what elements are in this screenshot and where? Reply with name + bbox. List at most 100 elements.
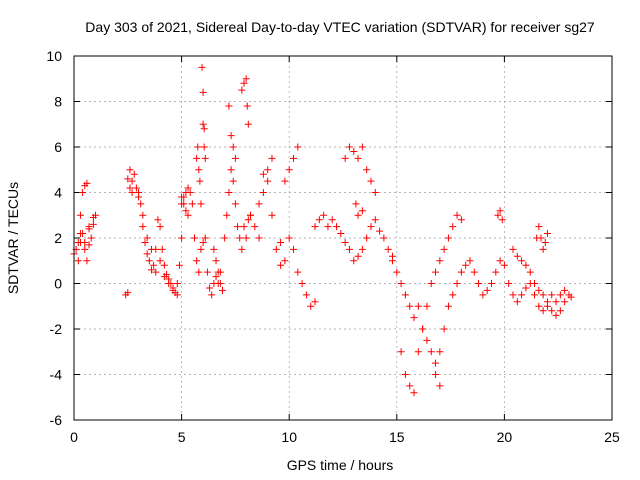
y-tick-label: -2 [50,321,63,337]
data-point [277,261,285,269]
data-point [210,245,218,253]
data-point [193,154,201,162]
data-point [268,154,276,162]
chart-title: Day 303 of 2021, Sidereal Day-to-day VTE… [85,19,595,35]
data-point [199,120,207,128]
data-point [89,220,97,228]
data-point [238,245,246,253]
data-point [76,229,84,237]
data-point [337,229,345,237]
data-point [406,302,414,310]
plot-frame [73,55,613,421]
data-point [158,245,166,253]
data-point [225,189,233,196]
data-point [436,257,444,265]
data-point [328,216,336,224]
data-point [132,184,140,192]
data-point [376,227,384,235]
data-point [156,257,164,265]
data-point [531,280,539,287]
data-point [492,268,500,276]
data-point [457,268,465,276]
data-point [195,166,203,174]
data-point [363,234,371,242]
data-point [281,257,289,265]
data-point [496,207,504,215]
data-point [154,216,162,224]
data-point [541,239,549,247]
data-point [285,234,293,242]
data-point [197,245,205,253]
data-point [139,211,147,219]
data-point [290,154,298,162]
data-point [397,348,405,356]
data-point [539,291,547,299]
data-point [255,200,263,208]
data-point [259,170,267,178]
data-point [548,307,556,315]
data-point [206,284,214,292]
y-tick-label: -4 [50,367,63,383]
data-point [444,234,452,242]
data-point [380,234,388,242]
data-point [543,229,551,237]
data-point [294,143,302,151]
data-point [277,239,285,247]
data-point [522,284,530,292]
data-point [178,200,186,208]
data-point [440,325,448,333]
data-point [401,291,409,299]
data-point [397,280,405,287]
data-point [358,207,366,215]
data-point [341,239,349,247]
data-point [410,389,418,397]
data-point [178,234,186,242]
data-point [244,216,252,224]
data-point [371,216,379,224]
data-point [561,286,569,294]
data-point [311,298,319,306]
data-point [518,291,526,299]
data-point [371,189,379,196]
data-point [184,184,192,192]
data-point [199,88,207,96]
data-point [83,179,91,187]
data-point [135,189,143,196]
data-point [182,207,190,215]
data-point [315,216,323,224]
data-point [567,293,575,301]
data-point [240,223,248,231]
data-point [225,102,233,110]
data-point [143,234,151,242]
data-point [200,125,208,133]
x-tick-label: 10 [281,429,297,445]
data-point [173,291,181,299]
data-point [218,286,226,294]
data-point [290,245,298,253]
data-point [156,223,164,231]
data-point [186,189,194,196]
axis-ticks: 0 5 10 15 20 25 -6 -4 -2 0 2 4 6 8 10 [46,48,620,445]
data-point [191,234,199,242]
data-point [85,225,93,233]
data-point [367,177,375,185]
data-point [427,348,435,356]
data-point [419,325,427,333]
data-point [556,307,564,315]
data-point [449,291,457,299]
data-point [496,257,504,265]
data-point [160,273,168,281]
data-point [537,234,545,242]
x-tick-label: 5 [178,429,186,445]
data-point [268,211,276,219]
data-point [150,261,158,269]
data-point [470,268,478,276]
data-point [432,268,440,276]
data-point [81,245,89,253]
data-point [74,239,82,247]
data-point [324,223,332,231]
data-point [302,291,310,299]
data-point [406,382,414,390]
data-point [358,245,366,253]
